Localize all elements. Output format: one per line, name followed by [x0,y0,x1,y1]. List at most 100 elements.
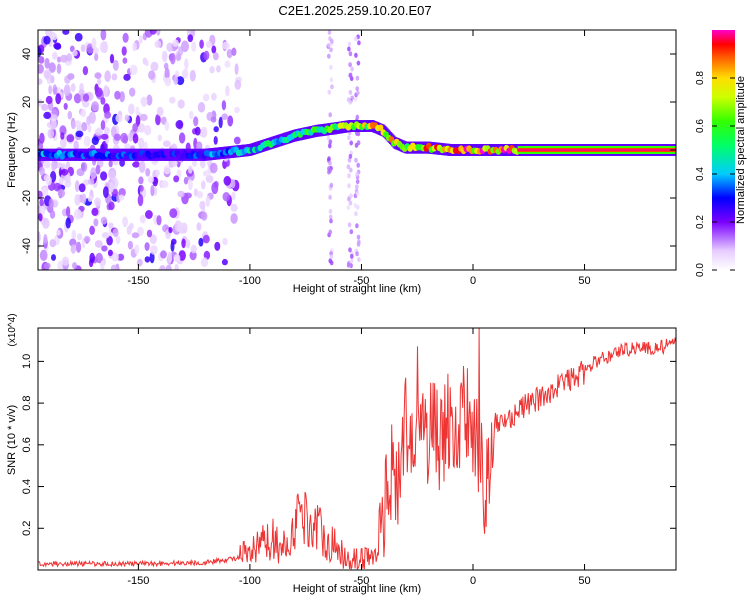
streak-speckle [355,171,359,177]
noise-speckle [154,40,162,48]
noise-speckle [94,53,99,61]
y-tick-label: -40 [21,238,33,254]
noise-speckle [205,195,211,207]
streak-speckle [328,112,333,118]
noise-speckle [213,136,218,145]
noise-speckle [67,110,73,120]
streak-speckle [349,229,354,235]
noise-speckle [100,30,107,41]
streak-speckle [329,182,334,188]
noise-speckle [83,235,91,243]
noise-speckle [201,180,206,190]
noise-speckle [115,235,121,245]
noise-speckle [182,68,189,79]
noise-speckle [43,233,48,244]
noise-speckle [87,124,92,133]
streak-speckle [357,40,361,46]
noise-speckle [38,241,41,250]
noise-speckle [118,194,125,201]
noise-speckle [38,98,43,107]
noise-speckle [166,254,172,265]
noise-speckle [107,249,113,256]
noise-speckle [225,85,230,97]
noise-speckle [181,238,186,249]
streak-speckle [328,143,332,149]
streak-speckle [355,179,360,185]
streak-speckle [348,51,353,57]
noise-speckle [60,136,67,149]
x-tick-label: -100 [239,275,261,287]
noise-speckle [156,106,164,117]
noise-speckle [169,96,176,104]
streak-speckle [346,205,351,210]
noise-speckle [111,73,118,81]
noise-speckle [90,167,97,180]
streak-speckle [356,90,360,96]
noise-speckle [63,84,71,96]
streak-speckle [354,157,358,163]
streak-speckle [347,157,352,163]
noise-speckle [145,210,153,219]
noise-speckle [230,213,238,224]
noise-speckle [189,69,196,82]
streak-speckle [347,135,351,141]
noise-speckle [150,245,158,255]
noise-speckle [80,44,86,52]
noise-speckle [128,103,135,115]
noise-speckle [118,188,126,197]
noise-speckle [160,180,169,189]
streak-speckle [355,251,359,257]
snr-multiplier-label: (x10^4) [7,313,18,346]
streak-speckle [329,218,333,224]
noise-speckle [138,123,146,133]
noise-speckle [150,185,155,197]
noise-speckle [128,132,134,142]
streak-speckle [348,73,353,78]
noise-speckle [233,136,241,145]
noise-speckle [144,242,150,251]
streak-speckle [347,183,351,189]
noise-speckle [175,120,184,129]
noise-speckle [129,87,136,97]
chart-title: C2E1.2025.259.10.20.E07 [278,3,431,18]
spectrogram-ylabel: Frequency (Hz) [6,112,18,188]
noise-speckle [38,56,45,64]
noise-speckle [82,66,89,76]
noise-speckle [100,216,108,225]
noise-speckle [48,85,53,95]
streak-speckle [350,66,354,72]
noise-speckle [171,238,177,245]
noise-speckle [39,166,45,176]
noise-speckle [38,190,43,200]
x-tick-label: -50 [354,575,370,587]
noise-speckle [103,186,109,199]
noise-speckle [132,42,137,52]
noise-speckle [139,185,144,192]
noise-speckle [213,52,219,61]
noise-speckle [103,85,109,97]
snr-ylabel: SNR (10 * v/v) [6,405,18,475]
noise-speckle [221,258,228,266]
noise-speckle [196,141,203,151]
noise-speckle [178,132,186,144]
noise-speckle [172,39,179,47]
noise-speckle [140,113,148,122]
noise-speckle [100,260,105,270]
noise-speckle [52,84,57,96]
noise-speckle [112,59,119,71]
noise-speckle [193,116,199,127]
noise-speckle [49,239,57,248]
noise-speckle [91,101,99,112]
streak-speckle [329,47,333,53]
streak-speckle [347,173,351,179]
noise-speckle [200,257,209,268]
streak-speckle [327,89,332,95]
noise-speckle [57,260,64,270]
snr-series-line [38,328,676,570]
noise-speckle [115,114,123,123]
noise-speckle [53,182,62,192]
noise-speckle [60,168,69,176]
noise-speckle [87,195,93,202]
noise-speckle [100,171,108,181]
noise-speckle [234,63,239,76]
